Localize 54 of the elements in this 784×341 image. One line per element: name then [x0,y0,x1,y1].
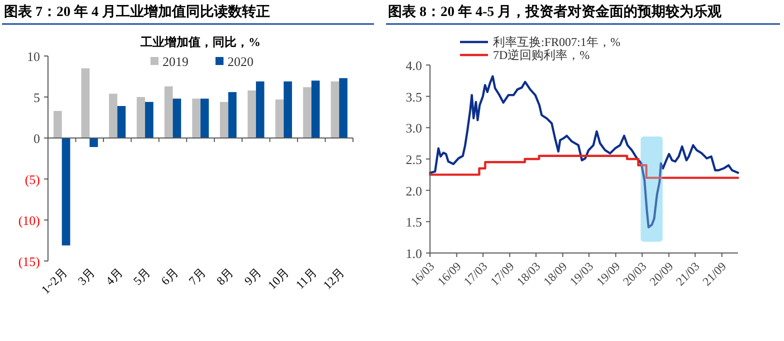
y-tick-label: (15) [18,254,40,269]
y-tick-label: 3.5 [406,89,422,104]
bar [54,110,62,138]
x-tick-label: 4月 [102,265,126,288]
y-tick-label: 4.0 [406,58,422,73]
y-tick-label: 0 [34,131,40,146]
x-tick-label: 5月 [130,265,154,288]
legend-label: 7D逆回购利率，% [493,48,590,62]
bar [256,81,264,138]
y-tick-label: (10) [18,213,40,228]
bar [192,98,200,138]
x-tick-label: 9月 [241,265,264,288]
bar [136,97,146,138]
chart-title: 图表 7：20 年 4 月工业增加值同比读数转正 [4,4,270,20]
bar [339,78,348,138]
x-tick-label: 10月 [264,265,292,292]
bar [330,81,340,138]
bar [248,90,256,138]
bar [303,87,312,138]
x-tick-label: 6月 [158,265,181,288]
bar [311,80,320,138]
y-tick-label: 1.5 [406,214,422,230]
y-tick-label: (5) [24,172,40,187]
bar [62,138,70,246]
bar [90,138,98,148]
chart-subtitle: 工业增加值，同比，% [140,35,260,49]
bar [81,68,90,138]
chart-title: 图表 8：20 年 4-5 月，投资者对资金面的预期较为乐观 [388,3,723,20]
x-tick-label: 1~2月 [38,265,70,297]
bar [109,94,118,138]
y-tick-label: 2.0 [406,183,422,198]
line-series [428,75,740,228]
y-tick-label: 10 [27,49,40,64]
bar [220,102,228,138]
y-tick-label: 3.0 [406,120,422,136]
bar [200,98,209,138]
x-tick-label: 3月 [75,265,98,288]
bar [284,81,292,138]
bar [172,98,182,138]
bar [117,106,126,138]
legend-label: 利率互换:FR007:1年，% [493,35,620,49]
x-tick-label: 12月 [320,265,348,292]
x-tick-label: 7月 [186,265,209,288]
y-tick-label: 2.5 [406,152,422,167]
bar [228,92,237,138]
bar [275,99,284,138]
bar [164,86,173,138]
bar [145,102,154,138]
legend-label: 2020 [228,54,254,69]
legend-label: 2019 [162,54,188,69]
x-tick-label: 11月 [292,265,320,292]
y-tick-label: 5 [34,90,40,105]
y-tick-label: 1.0 [406,246,422,261]
x-tick-label: 8月 [214,265,236,288]
